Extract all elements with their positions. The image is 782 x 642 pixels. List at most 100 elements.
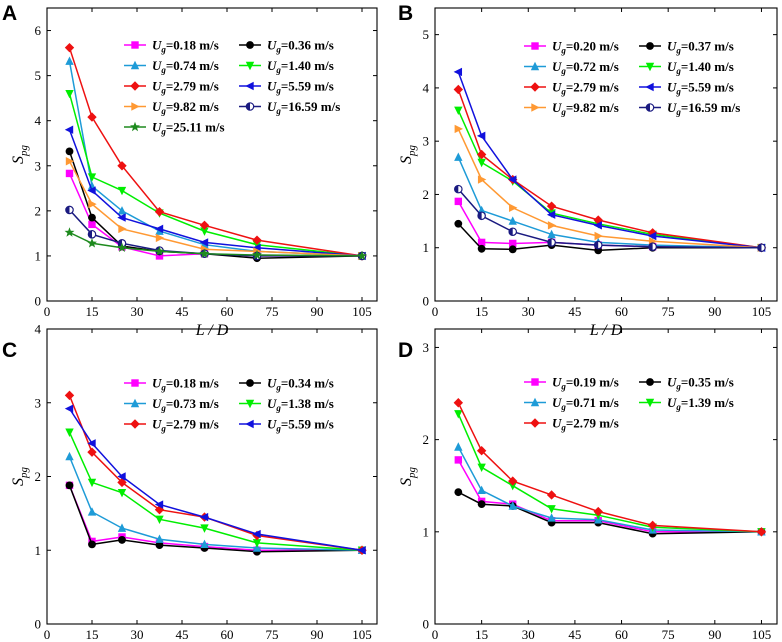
x-tick-label: 0 xyxy=(44,304,51,319)
legend-marker xyxy=(130,60,140,70)
legend-marker xyxy=(130,81,140,91)
data-point xyxy=(154,207,165,217)
data-point xyxy=(477,463,486,472)
legend-marker xyxy=(245,61,255,71)
legend: Ug=0.18 m/s Ug=0.36 m/s Ug=0.74 m/s Ug=1.40… xyxy=(124,38,340,137)
legend-entry: Ug=0.37 m/s xyxy=(639,39,734,56)
series-red xyxy=(453,398,767,537)
data-point xyxy=(200,524,209,533)
legend-label: Ug=0.74 m/s xyxy=(152,58,219,75)
legend-marker xyxy=(530,397,540,407)
x-tick-label: 90 xyxy=(708,627,721,642)
data-point xyxy=(477,175,487,184)
legend-entry: Ug=5.59 m/s xyxy=(639,80,734,97)
y-axis-label: Spg xyxy=(10,467,30,487)
x-tick-label: 60 xyxy=(615,627,628,642)
y-tick-label: 3 xyxy=(423,340,430,355)
plot-frame xyxy=(46,7,378,302)
y-tick-label: 3 xyxy=(35,158,42,173)
legend-label: Ug=0.18 m/s xyxy=(152,376,219,393)
plot-frame xyxy=(434,328,778,625)
data-point xyxy=(252,240,262,250)
legend: Ug=0.18 m/s Ug=0.34 m/s Ug=0.73 m/s Ug=1.38… xyxy=(124,376,334,434)
data-point xyxy=(64,42,75,53)
data-point xyxy=(547,238,556,247)
series-navy xyxy=(454,184,766,253)
data-point xyxy=(65,481,74,490)
data-point xyxy=(546,490,557,500)
legend-entry: Ug=1.38 m/s xyxy=(239,396,334,413)
legend-label: Ug=5.59 m/s xyxy=(267,79,334,96)
data-point xyxy=(252,235,262,245)
x-tick-label: 105 xyxy=(352,304,372,319)
data-point xyxy=(593,240,603,250)
data-point xyxy=(593,215,603,225)
legend-marker xyxy=(530,82,540,92)
data-point xyxy=(87,447,97,457)
legend-marker xyxy=(130,419,140,429)
data-point xyxy=(87,439,96,448)
legend-label: Ug=0.34 m/s xyxy=(267,376,334,393)
legend-marker xyxy=(246,379,254,387)
legend-label: Ug=5.59 m/s xyxy=(267,417,334,434)
series-line xyxy=(457,446,762,533)
y-tick-label: 2 xyxy=(423,187,430,202)
x-tick-label: 15 xyxy=(475,627,488,642)
data-point xyxy=(454,410,463,419)
legend-entry: Ug=0.73 m/s xyxy=(124,396,219,413)
x-tick-label: 105 xyxy=(752,304,772,319)
series-line xyxy=(68,456,363,552)
panel-letter: C xyxy=(2,339,17,362)
x-tick-label: 15 xyxy=(475,304,488,319)
legend-entry: Ug=0.34 m/s xyxy=(239,376,334,393)
data-point xyxy=(117,242,127,253)
data-point xyxy=(117,489,127,498)
legend-entry: Ug=2.79 m/s xyxy=(124,79,219,96)
data-point xyxy=(476,131,486,141)
data-point xyxy=(88,213,96,222)
data-point xyxy=(88,540,96,549)
legend-marker xyxy=(645,103,655,112)
legend-entry: Ug=5.59 m/s xyxy=(239,417,334,434)
data-point xyxy=(199,512,209,522)
legend-label: Ug=16.59 m/s xyxy=(267,99,340,116)
data-point xyxy=(200,539,209,549)
data-point xyxy=(64,125,74,134)
data-point xyxy=(65,157,75,166)
data-point xyxy=(87,173,97,182)
y-tick-label: 1 xyxy=(35,543,42,558)
data-point xyxy=(453,84,464,95)
legend-marker xyxy=(646,378,654,386)
x-tick-label: 30 xyxy=(522,304,535,319)
y-tick-label: 5 xyxy=(35,68,42,83)
data-point xyxy=(593,506,603,517)
data-point xyxy=(454,442,463,451)
legend-entry: Ug=1.39 m/s xyxy=(639,395,734,412)
x-tick-label: 90 xyxy=(311,304,324,319)
legend-marker xyxy=(645,62,655,72)
legend-label: Ug=0.71 m/s xyxy=(552,395,619,412)
legend-marker xyxy=(645,82,654,92)
legend-entry: Ug=16.59 m/s xyxy=(639,100,740,117)
data-point xyxy=(546,210,556,219)
data-point xyxy=(647,520,658,531)
y-tick-label: 4 xyxy=(35,322,42,337)
series-green xyxy=(454,106,766,253)
legend-entry: Ug=2.79 m/s xyxy=(524,416,619,433)
data-point xyxy=(88,220,96,229)
y-axis-label: Spg xyxy=(398,145,418,165)
legend-label: Ug=0.18 m/s xyxy=(152,38,219,55)
y-tick-label: 4 xyxy=(35,113,42,128)
legend-entry: Ug=0.72 m/s xyxy=(524,59,619,76)
data-point xyxy=(87,238,97,248)
data-point xyxy=(117,472,126,481)
x-tick-label: 15 xyxy=(86,627,99,642)
data-point xyxy=(252,539,262,548)
legend-label: Ug=0.19 m/s xyxy=(552,375,619,392)
data-point xyxy=(117,477,127,488)
data-point xyxy=(477,238,486,247)
legend-label: Ug=1.39 m/s xyxy=(667,395,734,412)
